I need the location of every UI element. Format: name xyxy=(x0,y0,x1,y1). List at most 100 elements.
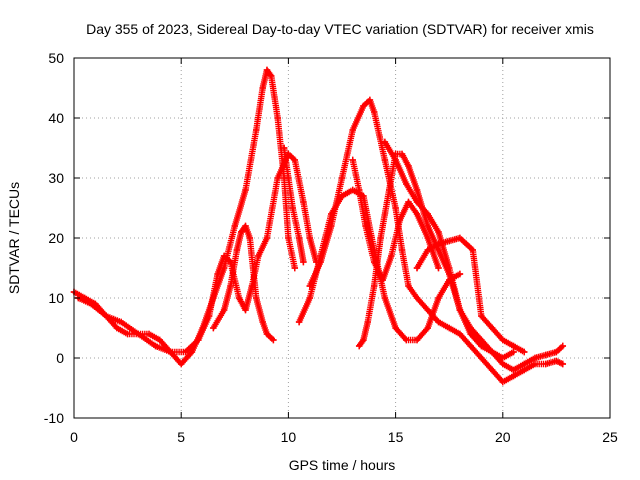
data-point xyxy=(413,294,421,302)
y-tick-label: 30 xyxy=(48,170,64,186)
data-point xyxy=(349,186,356,194)
data-point xyxy=(295,318,303,326)
data-point xyxy=(214,270,221,278)
data-point xyxy=(306,294,314,302)
data-point xyxy=(235,294,243,302)
data-point xyxy=(227,282,234,290)
y-tick-label: 40 xyxy=(48,110,64,126)
data-point xyxy=(349,156,356,164)
data-point xyxy=(521,366,528,374)
data-point xyxy=(338,192,346,200)
axis-tick-labels: 0 5 10 15 20 25 -10 0 10 20 30 40 50 xyxy=(44,50,618,445)
data-point xyxy=(435,318,442,326)
data-point xyxy=(370,282,378,290)
data-point xyxy=(424,210,431,218)
y-axis-label: SDTVAR / TECUs xyxy=(6,182,22,294)
data-point xyxy=(499,336,506,344)
data-point xyxy=(220,252,228,260)
data-point xyxy=(521,360,528,368)
data-point xyxy=(285,234,292,242)
data-point xyxy=(379,276,386,284)
data-point xyxy=(263,330,271,338)
y-tick-label: 10 xyxy=(48,290,64,306)
series-track-4 xyxy=(210,222,277,344)
data-point xyxy=(124,330,131,338)
data-point xyxy=(446,324,453,332)
data-point xyxy=(285,174,292,182)
data-point xyxy=(328,222,335,230)
data-point xyxy=(188,348,196,356)
data-point xyxy=(488,366,496,374)
data-point xyxy=(392,324,399,332)
data-point xyxy=(253,294,260,302)
data-point xyxy=(403,180,410,188)
data-point xyxy=(233,246,241,254)
data-point xyxy=(531,360,539,368)
data-point xyxy=(274,114,281,122)
data-point xyxy=(362,222,369,230)
data-point xyxy=(467,324,474,332)
y-tick-label: 50 xyxy=(48,50,64,66)
data-point xyxy=(377,234,384,242)
data-point xyxy=(553,357,560,365)
data-point xyxy=(242,306,249,314)
data-point xyxy=(268,72,275,80)
x-tick-label: 10 xyxy=(281,429,297,445)
data-point xyxy=(317,258,324,266)
data-point xyxy=(253,126,260,134)
data-point xyxy=(435,264,442,272)
data-point xyxy=(238,228,245,236)
x-tick-label: 20 xyxy=(495,429,511,445)
data-point xyxy=(413,336,421,344)
chart-title: Day 355 of 2023, Sidereal Day-to-day VTE… xyxy=(86,21,594,37)
data-point xyxy=(242,186,249,194)
data-point xyxy=(456,306,464,314)
data-point xyxy=(424,234,431,242)
data-point xyxy=(446,237,453,245)
data-point xyxy=(178,360,185,368)
data-point xyxy=(388,252,395,260)
data-point xyxy=(259,318,266,326)
data-point xyxy=(167,348,174,356)
data-point xyxy=(360,336,367,344)
data-point xyxy=(499,378,506,386)
data-point xyxy=(531,354,539,362)
data-point xyxy=(242,222,249,230)
data-point xyxy=(381,294,389,302)
series-track-10 xyxy=(413,234,528,356)
data-point xyxy=(259,84,266,92)
data-point xyxy=(403,336,410,344)
data-point xyxy=(220,306,228,314)
data-point xyxy=(398,150,406,158)
data-point xyxy=(210,324,217,332)
data-point xyxy=(499,360,506,368)
data-point xyxy=(182,348,189,356)
data-point xyxy=(364,318,371,326)
data-point xyxy=(467,342,474,350)
data-point xyxy=(469,246,476,254)
data-point xyxy=(355,342,363,350)
y-tick-label: -10 xyxy=(44,410,64,426)
x-tick-label: 25 xyxy=(602,429,618,445)
y-tick-label: 20 xyxy=(48,230,64,246)
data-point xyxy=(152,342,159,350)
data-series xyxy=(70,66,567,386)
data-point xyxy=(405,282,412,290)
data-point xyxy=(510,372,517,380)
data-point xyxy=(396,216,404,224)
data-point xyxy=(145,330,153,338)
data-point xyxy=(135,330,142,338)
data-point xyxy=(381,156,389,164)
data-point xyxy=(424,324,431,332)
data-point xyxy=(463,240,470,248)
series-track-9 xyxy=(381,138,567,374)
data-point xyxy=(424,246,431,254)
data-point xyxy=(424,306,431,314)
data-point xyxy=(263,66,271,74)
data-point xyxy=(366,96,374,104)
data-point xyxy=(398,246,406,254)
data-point xyxy=(291,156,299,164)
data-point xyxy=(413,198,421,206)
x-axis-label: GPS time / hours xyxy=(289,457,396,473)
data-point xyxy=(255,252,262,260)
